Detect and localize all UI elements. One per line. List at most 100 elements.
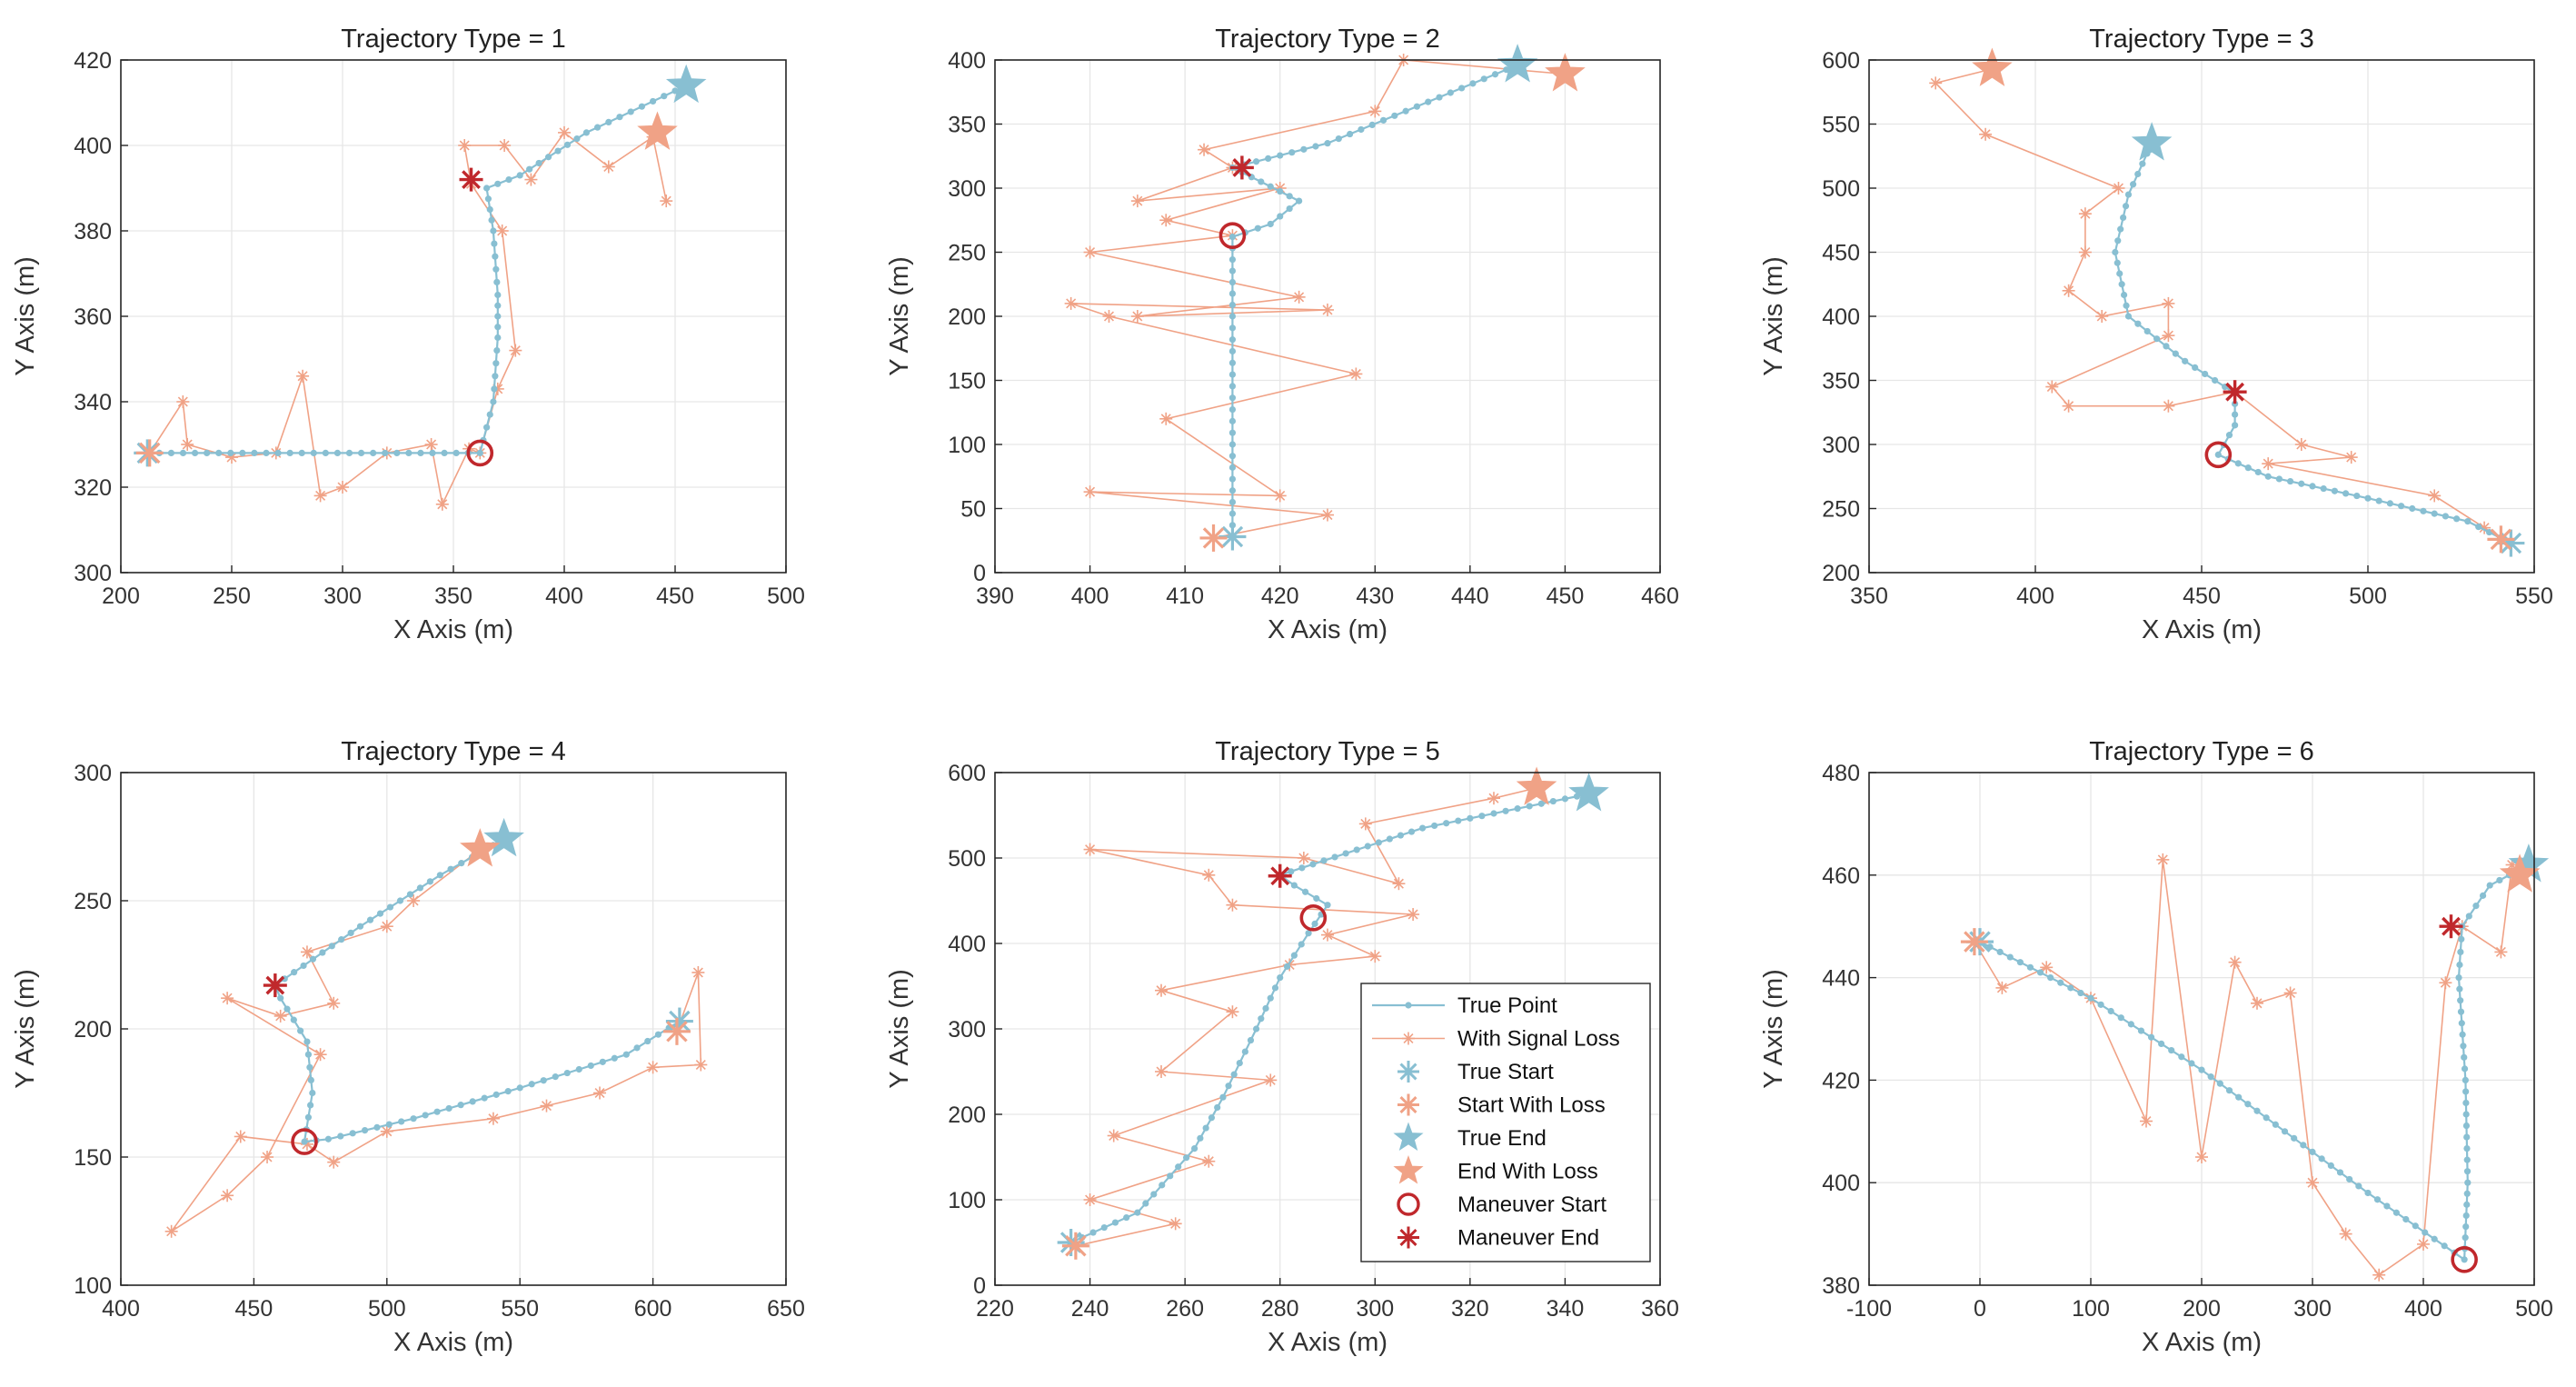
- true-point-dot: [1228, 336, 1237, 344]
- true-point-dot: [2153, 335, 2161, 343]
- start-with-loss-marker: [135, 439, 164, 467]
- true-point-dot: [2462, 1234, 2469, 1242]
- true-point-dot: [328, 943, 335, 950]
- true-point-dot: [1183, 1154, 1190, 1162]
- true-point-dot: [2336, 1169, 2344, 1176]
- signal-loss-point: [498, 139, 512, 152]
- signal-loss-point: [2494, 945, 2508, 959]
- x-tick-label: 400: [2404, 1296, 2442, 1322]
- true-point-dot: [441, 449, 448, 456]
- true-point-dot: [2462, 1111, 2470, 1118]
- true-point-dot: [1312, 143, 1319, 150]
- true-point-dot: [2112, 248, 2119, 256]
- true-point-dot: [1478, 813, 1486, 820]
- true-point-dot: [301, 1138, 308, 1145]
- signal-loss-point: [296, 369, 310, 383]
- true-point-dot: [1561, 795, 1569, 803]
- signal-loss-point: [300, 945, 313, 959]
- true-point-dot: [2441, 1242, 2448, 1250]
- x-tick-label: 390: [976, 584, 1014, 609]
- y-tick-label: 420: [74, 48, 112, 74]
- start-with-loss-marker-stroke: [1202, 527, 1225, 549]
- true-point-dot: [2431, 510, 2438, 517]
- true-point-dot: [2364, 1189, 2372, 1197]
- signal-loss-point-stroke: [1085, 844, 1096, 855]
- true-point-dot: [215, 449, 223, 456]
- signal-loss-point: [336, 481, 349, 494]
- y-tick-label: 380: [74, 219, 112, 244]
- true-point-dot: [2244, 1101, 2252, 1108]
- true-point-dot: [2475, 523, 2482, 531]
- true-point-dot: [2463, 1201, 2471, 1208]
- true-point-dot: [1467, 814, 1474, 822]
- legend-item: True Start: [1397, 1060, 1554, 1084]
- true-point-dot: [504, 1088, 512, 1095]
- true-point-dot: [2130, 181, 2137, 188]
- true-point-dot: [563, 1069, 571, 1077]
- signal-loss-point: [1392, 877, 1406, 891]
- y-tick-label: 350: [1822, 369, 1860, 394]
- true-point-dot: [1228, 267, 1237, 274]
- signal-loss-point: [1102, 310, 1116, 323]
- signal-loss-point-stroke: [1103, 311, 1115, 322]
- true-point-dot: [2375, 497, 2382, 504]
- true-point-dot: [1267, 183, 1274, 190]
- true-point-dot: [2463, 1168, 2472, 1175]
- signal-loss-point-stroke: [2113, 183, 2124, 194]
- true-point-dot: [599, 1058, 606, 1065]
- true-point-dot: [1123, 1213, 1130, 1222]
- legend-circle: [1397, 1192, 1420, 1216]
- true-point-dot: [1288, 149, 1296, 156]
- true-point-dot: [491, 385, 498, 393]
- true-point-dot: [1298, 864, 1306, 872]
- legend-label: Maneuver Start: [1457, 1192, 1606, 1217]
- signal-loss-point: [1202, 1154, 1216, 1168]
- y-tick-label: 300: [1822, 433, 1860, 458]
- true-point-dot: [283, 1005, 291, 1013]
- true-point-dot: [370, 449, 377, 456]
- signal-loss-point-stroke: [177, 396, 188, 407]
- legend-label: Start With Loss: [1457, 1093, 1606, 1118]
- signal-loss-point-stroke: [1488, 793, 1499, 803]
- legend-asterisk: [1397, 1226, 1419, 1249]
- true-point-dot: [1228, 383, 1237, 390]
- signal-loss-point: [1159, 214, 1173, 227]
- true-point-dot: [410, 1115, 417, 1123]
- signal-loss-point: [660, 195, 673, 208]
- true-point-dot: [1142, 1200, 1149, 1207]
- true-point-dot: [1265, 155, 1272, 162]
- signal-loss-point-stroke: [222, 1190, 233, 1201]
- true-point-dot: [481, 1094, 488, 1102]
- true-point-dot: [494, 180, 502, 187]
- x-tick-label: 400: [102, 1296, 140, 1322]
- maneuver-start-marker: [2451, 1246, 2478, 1273]
- true-point-dot: [2412, 1222, 2419, 1230]
- true-point-dot: [357, 449, 365, 456]
- signal-loss-point-stroke: [275, 1011, 286, 1022]
- true-point-dot: [594, 124, 602, 131]
- true-point-dot: [1202, 1124, 1209, 1132]
- x-axis-label: X Axis (m): [2142, 1328, 2262, 1357]
- true-point-dot: [2462, 1122, 2471, 1130]
- y-axis-label: Y Axis (m): [885, 969, 914, 1089]
- signal-loss-point-stroke: [337, 482, 348, 493]
- legend-item: Maneuver End: [1397, 1226, 1599, 1251]
- true-point-dot: [2392, 1209, 2400, 1216]
- signal-loss-point-stroke: [459, 140, 470, 151]
- signal-loss-point: [327, 996, 341, 1010]
- signal-loss-point: [1368, 105, 1382, 118]
- true-point-dot: [2320, 484, 2327, 493]
- y-tick-label: 350: [948, 113, 986, 138]
- true-point-dot: [1175, 1163, 1182, 1171]
- signal-loss-point-stroke: [2252, 998, 2263, 1009]
- x-tick-label: 500: [2515, 1296, 2553, 1322]
- true-point-dot: [526, 165, 533, 173]
- panel-2: 390 400 410 420 430 440 450 460 0 50 100 150 200 250 3…: [885, 25, 1679, 644]
- signal-loss-point-stroke: [222, 993, 233, 1003]
- true-point-dot: [2346, 1175, 2353, 1183]
- y-tick-label: 340: [74, 390, 112, 415]
- y-tick-label: 500: [948, 846, 986, 872]
- true-point-dot: [1407, 828, 1416, 835]
- signal-loss-point-stroke: [2141, 1116, 2152, 1127]
- true-point-dot: [1549, 797, 1557, 805]
